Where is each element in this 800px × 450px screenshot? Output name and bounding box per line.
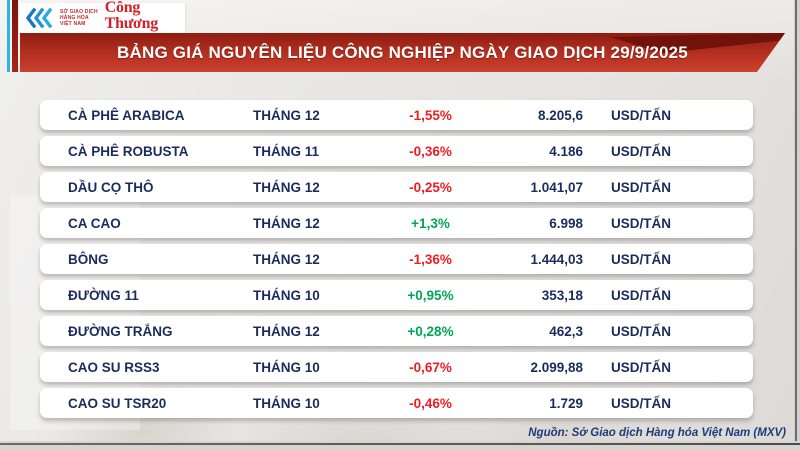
commodity-name: CÀ PHÊ ARABICA: [68, 107, 185, 123]
commodity-name: CAO SU TSR20: [68, 395, 167, 411]
price-unit: USD/TẤN: [611, 215, 671, 231]
table-row: CA CAO THÁNG 12 +1,3% 6.998 USD/TẤN: [40, 208, 753, 238]
price-unit: USD/TẤN: [611, 395, 671, 411]
source-credit: Nguồn: Sở Giao dịch Hàng hóa Việt Nam (M…: [528, 427, 786, 439]
contract-month: THÁNG 12: [253, 215, 320, 231]
contract-month: THÁNG 10: [253, 359, 320, 375]
contract-month: THÁNG 12: [253, 179, 320, 195]
price-value: 353,18: [541, 287, 583, 303]
contract-month: THÁNG 11: [253, 143, 320, 159]
contract-month: THÁNG 12: [253, 107, 320, 123]
price-value: 1.444,03: [530, 251, 583, 267]
price-value: 1.729: [549, 395, 583, 411]
price-unit: USD/TẤN: [611, 107, 671, 123]
price-value: 462,3: [549, 323, 583, 339]
logo-box: SỞ GIAO DỊCH HÀNG HÓA VIỆT NAM Công Thươ…: [19, 0, 191, 37]
title-banner: BẢNG GIÁ NGUYÊN LIỆU CÔNG NGHIỆP NGÀY GI…: [20, 33, 785, 72]
change-percent: -0,67%: [409, 359, 452, 375]
table-row: ĐƯỜNG 11 THÁNG 10 +0,95% 353,18 USD/TẤN: [40, 280, 753, 310]
price-value: 2.099,88: [530, 359, 583, 375]
change-percent: -0,46%: [409, 395, 452, 411]
mxv-logo-line1: SỞ GIAO DỊCH: [60, 8, 98, 15]
contract-month: THÁNG 10: [253, 395, 320, 411]
change-percent: -1,55%: [409, 107, 452, 123]
commodity-name: CAO SU RSS3: [68, 359, 160, 375]
price-unit: USD/TẤN: [611, 143, 671, 159]
page-edge-right-line: [795, 0, 797, 450]
contract-month: THÁNG 10: [253, 287, 320, 303]
mxv-logo-text: SỞ GIAO DỊCH HÀNG HÓA VIỆT NAM: [60, 9, 98, 28]
table-row: CÀ PHÊ ARABICA THÁNG 12 -1,55% 8.205,6 U…: [40, 100, 753, 130]
change-percent: -1,36%: [409, 251, 452, 267]
price-value: 6.998: [549, 215, 583, 231]
price-unit: USD/TẤN: [611, 179, 671, 195]
commodity-name: ĐƯỜNG 11: [68, 287, 139, 303]
change-percent: +0,28%: [407, 323, 454, 339]
commodity-name: CÀ PHÊ ROBUSTA: [68, 143, 189, 159]
price-value: 1.041,07: [530, 179, 583, 195]
contract-month: THÁNG 12: [253, 251, 320, 267]
price-table: CÀ PHÊ ARABICA THÁNG 12 -1,55% 8.205,6 U…: [40, 100, 753, 424]
table-row: CAO SU RSS3 THÁNG 10 -0,67% 2.099,88 USD…: [40, 352, 753, 382]
change-percent: +1,3%: [411, 215, 450, 231]
table-row: CÀ PHÊ ROBUSTA THÁNG 11 -0,36% 4.186 USD…: [40, 136, 753, 166]
price-unit: USD/TẤN: [611, 323, 671, 339]
mxv-logo-line2: HÀNG HÓA: [60, 14, 89, 21]
congthuong-logo-text: Công Thương: [104, 0, 158, 32]
commodity-name: BÔNG: [68, 251, 109, 267]
page-title: BẢNG GIÁ NGUYÊN LIỆU CÔNG NGHIỆP NGÀY GI…: [117, 42, 688, 62]
mxv-chevrons-icon: [25, 8, 53, 28]
commodity-name: CA CAO: [68, 215, 121, 231]
page-edge-bottom: [0, 441, 800, 450]
change-percent: -0,36%: [409, 143, 452, 159]
page-edge-bottom-line: [0, 443, 800, 445]
table-row: BÔNG THÁNG 12 -1,36% 1.444,03 USD/TẤN: [40, 244, 753, 274]
price-unit: USD/TẤN: [611, 251, 671, 267]
page-edge-right: [794, 0, 800, 450]
commodity-name: DẦU CỌ THÔ: [68, 179, 154, 195]
table-row: DẦU CỌ THÔ THÁNG 12 -0,25% 1.041,07 USD/…: [40, 172, 753, 202]
contract-month: THÁNG 12: [253, 323, 320, 339]
left-maroon-stripe: [12, 0, 18, 72]
table-row: ĐƯỜNG TRẮNG THÁNG 12 +0,28% 462,3 USD/TẤ…: [40, 316, 753, 346]
congthuong-logo: Công Thương: [105, 0, 191, 37]
price-value: 4.186: [549, 143, 583, 159]
change-percent: +0,95%: [407, 287, 454, 303]
table-row: CAO SU TSR20 THÁNG 10 -0,46% 1.729 USD/T…: [40, 388, 753, 418]
mxv-logo-line3: VIỆT NAM: [60, 21, 86, 28]
price-unit: USD/TẤN: [611, 287, 671, 303]
commodity-name: ĐƯỜNG TRẮNG: [68, 323, 173, 339]
change-percent: -0,25%: [409, 179, 452, 195]
left-cyan-stripe: [7, 0, 10, 72]
price-value: 8.205,6: [537, 107, 583, 123]
price-unit: USD/TẤN: [611, 359, 671, 375]
